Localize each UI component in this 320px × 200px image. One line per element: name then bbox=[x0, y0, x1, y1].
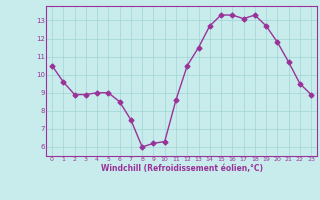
X-axis label: Windchill (Refroidissement éolien,°C): Windchill (Refroidissement éolien,°C) bbox=[100, 164, 263, 173]
